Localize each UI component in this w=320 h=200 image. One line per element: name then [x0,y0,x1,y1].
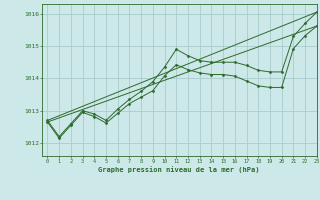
X-axis label: Graphe pression niveau de la mer (hPa): Graphe pression niveau de la mer (hPa) [99,167,260,173]
